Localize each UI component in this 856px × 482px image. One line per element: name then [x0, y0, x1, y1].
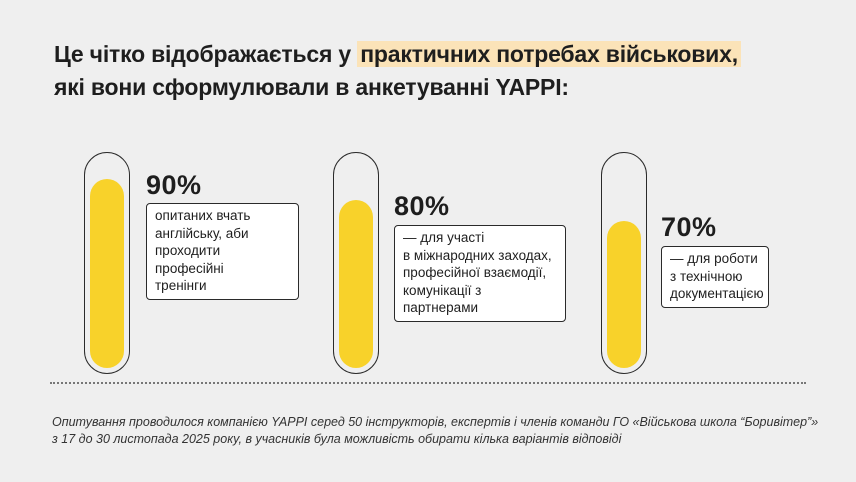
headline-part1: Це чітко відображається у: [54, 41, 358, 67]
tube-3: [601, 152, 647, 374]
headline-line2: які вони сформулювали в анкетуванні YAPP…: [54, 74, 569, 100]
caption-3: — для роботи з технічною документацією: [661, 246, 769, 308]
divider: [50, 382, 806, 384]
tube-fill-2: [339, 200, 373, 368]
percent-label-1: 90%: [146, 170, 202, 200]
tube-fill-3: [607, 221, 641, 368]
caption-1: опитаних вчать англійську, аби проходити…: [146, 203, 299, 300]
caption-2: — для участі в міжнародних заходах, проф…: [394, 225, 566, 322]
percent-label-2: 80%: [394, 191, 450, 221]
headline: Це чітко відображається у практичних пот…: [54, 38, 741, 104]
headline-highlight: практичних потребах військових,: [357, 41, 741, 67]
tube-fill-1: [90, 179, 124, 368]
percent-label-3: 70%: [661, 212, 717, 242]
tube-2: [333, 152, 379, 374]
tube-1: [84, 152, 130, 374]
footnote: Опитування проводилося компанією YAPPI с…: [52, 415, 819, 446]
